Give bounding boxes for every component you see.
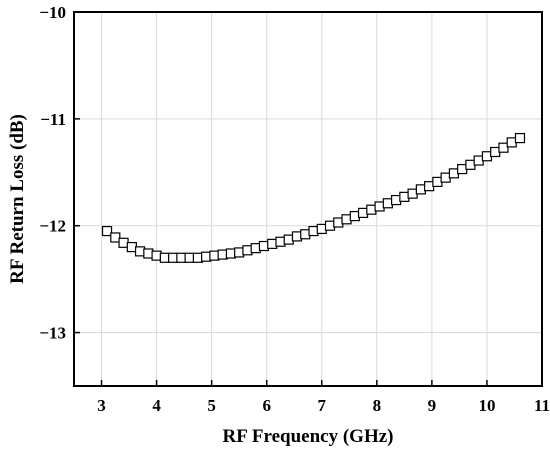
data-point bbox=[291, 231, 303, 242]
data-point bbox=[250, 243, 261, 254]
data-point bbox=[308, 225, 319, 237]
data-point bbox=[498, 142, 509, 153]
y-tick-label: −13 bbox=[39, 324, 66, 343]
y-axis-title: RF Return Loss (dB) bbox=[7, 114, 28, 284]
data-point bbox=[440, 172, 451, 183]
data-point bbox=[399, 191, 410, 202]
data-point bbox=[341, 214, 352, 225]
x-tick-label: 4 bbox=[152, 396, 161, 415]
x-tick-label: 7 bbox=[318, 396, 327, 415]
data-point bbox=[432, 176, 443, 188]
data-point bbox=[366, 204, 377, 215]
data-point bbox=[390, 194, 402, 206]
data-point bbox=[242, 245, 253, 256]
data-point bbox=[357, 207, 369, 218]
data-point bbox=[465, 159, 476, 170]
x-tick-label: 8 bbox=[373, 396, 382, 415]
data-point bbox=[110, 232, 121, 243]
data-point bbox=[300, 229, 311, 240]
data-point bbox=[514, 132, 526, 144]
data-point bbox=[258, 240, 270, 252]
data-point bbox=[118, 237, 129, 248]
x-tick-label: 6 bbox=[262, 396, 271, 415]
data-point bbox=[324, 220, 336, 231]
data-point bbox=[101, 225, 113, 237]
data-point bbox=[382, 198, 393, 209]
data-point bbox=[217, 249, 228, 260]
data-point bbox=[209, 250, 220, 261]
data-point bbox=[374, 201, 385, 212]
data-point bbox=[143, 248, 154, 259]
data-point bbox=[225, 248, 237, 259]
y-tick-label: −11 bbox=[40, 110, 66, 129]
x-tick-label: 11 bbox=[534, 396, 550, 415]
data-point bbox=[168, 252, 179, 263]
data-point bbox=[151, 250, 162, 261]
data-series bbox=[101, 132, 526, 263]
data-point bbox=[283, 234, 294, 245]
data-point bbox=[176, 252, 187, 263]
data-point bbox=[490, 146, 501, 158]
data-point bbox=[275, 236, 286, 247]
y-tick-label: −10 bbox=[39, 3, 66, 22]
data-point bbox=[126, 241, 137, 253]
data-point bbox=[415, 184, 426, 195]
data-point bbox=[349, 210, 360, 222]
tick-labels: 3 4 5 6 7 8 9 10 11 −10 −11 −12 −13 bbox=[39, 3, 550, 415]
plot-frame bbox=[73, 11, 543, 387]
data-point bbox=[407, 188, 418, 199]
x-tick-label: 3 bbox=[97, 396, 106, 415]
y-tick-label: −12 bbox=[39, 217, 66, 236]
data-point bbox=[333, 217, 344, 228]
x-tick-label: 10 bbox=[478, 396, 495, 415]
data-point bbox=[506, 137, 517, 148]
data-point bbox=[481, 151, 493, 162]
data-point bbox=[134, 246, 146, 257]
data-point bbox=[184, 252, 195, 263]
data-point bbox=[201, 251, 212, 262]
x-axis-title: RF Frequency (GHz) bbox=[223, 426, 394, 447]
axis-ticks bbox=[74, 11, 543, 386]
x-tick-label: 9 bbox=[428, 396, 437, 415]
data-point bbox=[457, 163, 468, 175]
data-point bbox=[473, 155, 484, 166]
x-tick-label: 5 bbox=[207, 396, 216, 415]
data-point bbox=[316, 223, 327, 235]
data-point bbox=[267, 238, 278, 249]
data-point bbox=[192, 252, 203, 263]
data-point bbox=[234, 247, 245, 258]
data-point bbox=[424, 181, 435, 192]
data-point bbox=[159, 252, 170, 263]
grid-lines bbox=[74, 11, 543, 386]
data-point bbox=[448, 168, 460, 179]
